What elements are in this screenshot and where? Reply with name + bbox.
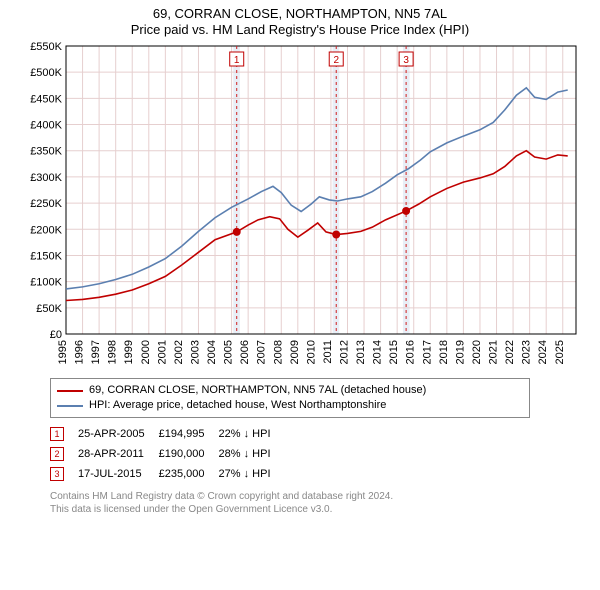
svg-text:2022: 2022 <box>504 340 516 364</box>
svg-text:£400K: £400K <box>30 120 62 132</box>
svg-text:£450K: £450K <box>30 93 62 105</box>
chart: £0 £50K £100K £150K £200K £250K £300K £350K £400… <box>20 42 580 372</box>
svg-text:2008: 2008 <box>272 340 284 364</box>
sale-marker: 3 <box>50 467 64 481</box>
table-row: 3 17-JUL-2015£235,00027% ↓ HPI <box>50 464 285 484</box>
footer-line: This data is licensed under the Open Gov… <box>50 503 590 516</box>
svg-text:2006: 2006 <box>239 340 251 364</box>
svg-text:2019: 2019 <box>454 340 466 364</box>
sales-table: 1 25-APR-2005£194,99522% ↓ HPI 2 28-APR-201… <box>50 424 285 484</box>
legend-row: 69, CORRAN CLOSE, NORTHAMPTON, NN5 7AL (… <box>57 383 523 398</box>
svg-text:2018: 2018 <box>438 340 450 364</box>
svg-text:2009: 2009 <box>289 340 301 364</box>
sale-price: £194,995 <box>159 424 219 444</box>
sale-price: £235,000 <box>159 464 219 484</box>
svg-text:1999: 1999 <box>123 340 135 364</box>
svg-text:2020: 2020 <box>471 340 483 364</box>
svg-text:£550K: £550K <box>30 42 62 53</box>
legend-swatch <box>57 405 83 407</box>
svg-text:2023: 2023 <box>521 340 533 364</box>
legend: 69, CORRAN CLOSE, NORTHAMPTON, NN5 7AL (… <box>50 378 530 418</box>
svg-text:2002: 2002 <box>173 340 185 364</box>
sale-delta: 22% ↓ HPI <box>219 424 285 444</box>
svg-text:2004: 2004 <box>206 340 218 364</box>
svg-text:2007: 2007 <box>256 340 268 364</box>
svg-text:2014: 2014 <box>372 340 384 364</box>
svg-text:1997: 1997 <box>90 340 102 364</box>
table-row: 2 28-APR-2011£190,00028% ↓ HPI <box>50 444 285 464</box>
svg-text:2: 2 <box>333 55 339 66</box>
footer: Contains HM Land Registry data © Crown c… <box>50 490 590 516</box>
sale-delta: 28% ↓ HPI <box>219 444 285 464</box>
legend-row: HPI: Average price, detached house, West… <box>57 398 523 413</box>
svg-text:2005: 2005 <box>223 340 235 364</box>
svg-text:£0: £0 <box>50 329 62 341</box>
svg-text:3: 3 <box>403 55 409 66</box>
svg-text:£350K: £350K <box>30 146 62 158</box>
sale-date: 25-APR-2005 <box>78 424 159 444</box>
svg-text:2025: 2025 <box>554 340 566 364</box>
svg-text:£50K: £50K <box>36 303 62 315</box>
svg-text:2010: 2010 <box>305 340 317 364</box>
sale-marker: 1 <box>50 427 64 441</box>
svg-text:2017: 2017 <box>421 340 433 364</box>
svg-text:1998: 1998 <box>107 340 119 364</box>
svg-text:2001: 2001 <box>156 340 168 364</box>
svg-text:1: 1 <box>234 55 240 66</box>
svg-text:2011: 2011 <box>322 340 334 364</box>
svg-text:2021: 2021 <box>488 340 500 364</box>
legend-swatch <box>57 390 83 392</box>
svg-text:£100K: £100K <box>30 277 62 289</box>
svg-text:2012: 2012 <box>338 340 350 364</box>
svg-text:1996: 1996 <box>74 340 86 364</box>
legend-label: 69, CORRAN CLOSE, NORTHAMPTON, NN5 7AL (… <box>89 383 426 398</box>
sale-marker: 2 <box>50 447 64 461</box>
svg-text:2000: 2000 <box>140 340 152 364</box>
footer-line: Contains HM Land Registry data © Crown c… <box>50 490 590 503</box>
sale-price: £190,000 <box>159 444 219 464</box>
chart-subtitle: Price paid vs. HM Land Registry's House … <box>10 22 590 38</box>
svg-text:1995: 1995 <box>57 340 69 364</box>
svg-text:2003: 2003 <box>189 340 201 364</box>
svg-text:£200K: £200K <box>30 224 62 236</box>
svg-text:£250K: £250K <box>30 198 62 210</box>
svg-text:2016: 2016 <box>405 340 417 364</box>
svg-text:£300K: £300K <box>30 172 62 184</box>
svg-text:2013: 2013 <box>355 340 367 364</box>
svg-text:2015: 2015 <box>388 340 400 364</box>
svg-text:£500K: £500K <box>30 67 62 79</box>
sale-date: 17-JUL-2015 <box>78 464 159 484</box>
svg-text:2024: 2024 <box>537 340 549 364</box>
chart-title: 69, CORRAN CLOSE, NORTHAMPTON, NN5 7AL <box>10 6 590 22</box>
sale-delta: 27% ↓ HPI <box>219 464 285 484</box>
legend-label: HPI: Average price, detached house, West… <box>89 398 386 413</box>
table-row: 1 25-APR-2005£194,99522% ↓ HPI <box>50 424 285 444</box>
svg-text:£150K: £150K <box>30 250 62 262</box>
sale-date: 28-APR-2011 <box>78 444 159 464</box>
